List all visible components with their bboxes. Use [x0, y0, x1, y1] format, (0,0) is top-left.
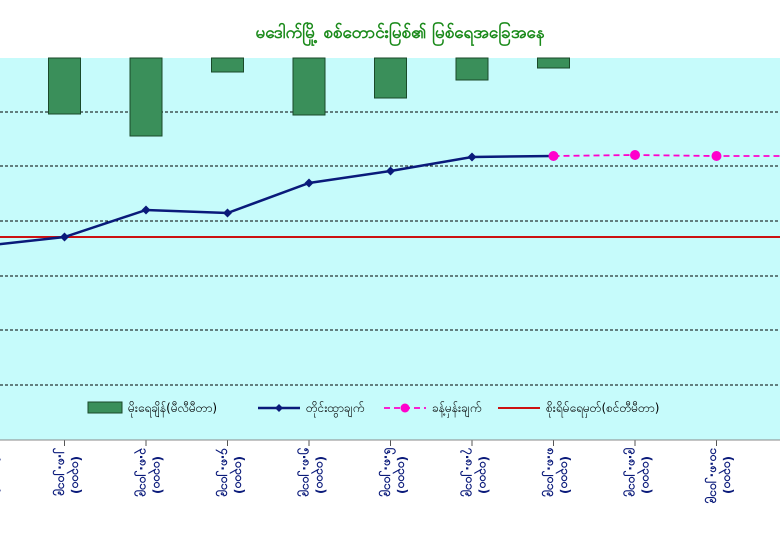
- x-tick-label-date: ၈.၈.၂၀၁၉: [541, 447, 559, 497]
- x-tick-label-date: ၄.၈.၂၀၁၉: [215, 447, 233, 497]
- rainfall-bar: [455, 57, 489, 81]
- x-tick-label: ၆.၈.၂၀၁၉ (၀၃၀၀): [378, 447, 410, 497]
- observed-level-point: [60, 232, 69, 242]
- x-tick-label-date: ၉.၈.၂၀၁၉: [622, 447, 640, 497]
- x-tick-label: ၉.၈.၂၀၁၉ (၀၃၀၀): [622, 447, 654, 497]
- x-tick-label: ၅.၈.၂၀၁၉ (၀၃၀၀): [296, 447, 328, 497]
- forecast-point: [548, 151, 559, 161]
- x-tick-label-time: (၀၃၀၀): [310, 456, 328, 494]
- forecast-line: [553, 154, 780, 157]
- x-tick-label-date: ၁၀.၈.၂၀၁၉: [704, 448, 722, 504]
- x-tick-label: ၁.၈.၂၀၁၉(၀၃၀၀): [0, 456, 2, 494]
- observed-level-point: [467, 152, 477, 162]
- legend-marker-observed: [275, 404, 283, 412]
- legend-marker-forecast: [400, 403, 410, 413]
- x-tick-label: ၄.၈.၂၀၁၉ (၀၃၀၀): [215, 447, 247, 497]
- rainfall-bar: [48, 57, 81, 115]
- plot-area: [0, 58, 780, 440]
- legend: မိုးရေချိန်(မီလီမီတာ) တိုင်းထွာချက် ခန့်မှ…: [87, 400, 659, 418]
- rainfall-bar: [374, 57, 407, 99]
- legend-label-forecast: ခန့်မှန်းချက်: [432, 400, 481, 418]
- x-tick-label: ၇.၈.၂၀၁၉ (၀၃၀၀): [459, 447, 491, 497]
- x-tick-label-time: (၀၃၀၀): [718, 456, 736, 494]
- x-tick-label-date: ၇.၈.၂၀၁၉: [459, 447, 477, 497]
- legend-label-rainfall: မိုးရေချိန်(မီလီမီတာ): [128, 400, 217, 418]
- x-tick-label: ၁၀.၈.၂၀၁၉ (၀၃၀၀): [704, 448, 736, 504]
- x-tick-label: ၃.၈.၂၀၁၉ (၀၃၀၀): [133, 448, 165, 497]
- x-axis-tick-labels: ၁.၈.၂၀၁၉(၀၃၀၀)၂.၈.၂၀၁၉(၀၃၀၀)၃.၈.၂၀၁၉(၀၃၀…: [0, 439, 780, 504]
- observed-level-line: [0, 154, 554, 246]
- observed-level-point: [386, 166, 395, 176]
- observed-level-point: [304, 178, 314, 188]
- x-tick-label-time: (၀၃၀၀): [555, 456, 573, 494]
- x-tick-label-date: ၅.၈.၂၀၁၉: [296, 447, 314, 497]
- observed-level-point: [223, 208, 232, 218]
- legend-swatch-rainfall: [87, 401, 123, 414]
- x-tick-label: ၂.၈.၂၀၁၉ (၀၃၀၀): [52, 447, 84, 496]
- x-tick-label-date: ၃.၈.၂၀၁၉: [133, 448, 151, 497]
- observed-level-point: [141, 205, 151, 215]
- x-tick-label-time: (၀၃၀၀): [392, 456, 410, 494]
- forecast-point: [630, 150, 640, 160]
- rainfall-bar: [211, 57, 244, 73]
- forecast-series: [548, 150, 780, 161]
- legend-label-warning: စိုးရိမ်ရေမှတ်(စင်တီမီတာ): [546, 400, 659, 418]
- rainfall-bar: [129, 57, 163, 137]
- x-tick-label-time: (၀၃၀၀): [66, 456, 84, 494]
- x-tick-label-time: (၀၃၀၀): [636, 456, 654, 494]
- chart-title: မဒေါက်မြို့ စစ်တောင်းမြစ်၏ မြစ်ရေအခြေအနေ: [256, 20, 545, 47]
- forecast-point: [711, 151, 722, 161]
- rainfall-bar: [537, 57, 570, 69]
- rainfall-bars: [48, 57, 570, 137]
- x-tick-label-time: (၀၃၀၀): [229, 456, 247, 494]
- legend-label-observed: တိုင်းထွာချက်: [306, 400, 364, 418]
- x-tick-label: ၈.၈.၂၀၁၉ (၀၃၀၀): [541, 447, 573, 497]
- rainfall-bar: [292, 57, 326, 116]
- x-tick-label-date: ၆.၈.၂၀၁၉: [378, 447, 398, 497]
- x-tick-label-time: (၀၃၀၀): [147, 456, 165, 494]
- x-tick-label-date: ၂.၈.၂၀၁၉: [52, 447, 70, 496]
- x-tick-label-time: (၀၃၀၀): [473, 456, 491, 494]
- x-tick-label-time: (၀၃၀၀): [0, 456, 2, 494]
